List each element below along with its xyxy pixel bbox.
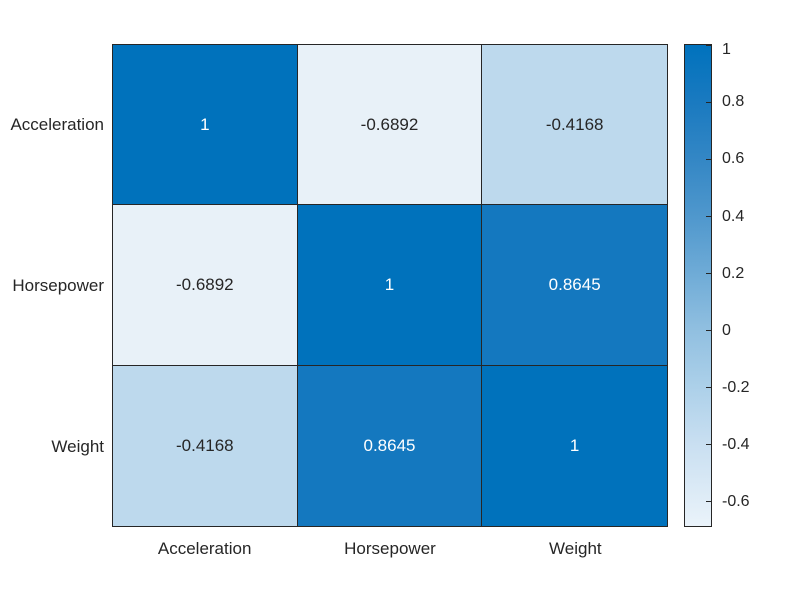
heatmap-cell: 1 xyxy=(482,365,667,526)
colorbar-tick xyxy=(706,387,711,388)
colorbar xyxy=(684,44,712,527)
x-axis-labels: Acceleration Horsepower Weight xyxy=(112,533,668,559)
heatmap-cell: -0.4168 xyxy=(113,365,298,526)
colorbar-tick xyxy=(706,159,711,160)
heatmap-plot-area: 1 -0.6892 -0.4168 -0.6892 1 0.8645 -0.4168 0.86… xyxy=(112,44,668,527)
heatmap-cell: 0.8645 xyxy=(482,205,667,366)
cell-value: 0.8645 xyxy=(363,435,416,455)
cell-value: -0.6892 xyxy=(175,274,234,294)
heatmap-cell: 0.8645 xyxy=(297,365,483,526)
y-axis-label: Weight xyxy=(51,436,104,456)
heatmap-cell: -0.4168 xyxy=(482,45,667,206)
cell-value: -0.6892 xyxy=(360,114,419,134)
colorbar-tick-label: 0 xyxy=(722,321,731,339)
cell-value: -0.4168 xyxy=(545,114,604,134)
colorbar-tick-label: 0.4 xyxy=(722,207,745,225)
heatmap-cell: 1 xyxy=(297,205,483,366)
colorbar-tick-label: -0.2 xyxy=(722,379,750,397)
y-axis-label: Horsepower xyxy=(12,275,104,295)
colorbar-tick-label: 0.2 xyxy=(722,264,745,282)
cell-value: 1 xyxy=(569,435,580,455)
colorbar-tick xyxy=(706,45,711,46)
x-axis-label: Weight xyxy=(549,539,602,558)
colorbar-tick-label: 0.6 xyxy=(722,150,745,168)
heatmap-cell: -0.6892 xyxy=(297,45,483,206)
colorbar-tick xyxy=(706,102,711,103)
cell-value: 0.8645 xyxy=(548,274,601,294)
colorbar-tick-label: 1 xyxy=(722,41,731,58)
colorbar-tick xyxy=(706,330,711,331)
x-axis-label: Acceleration xyxy=(157,539,252,558)
colorbar-tick-label: 0.8 xyxy=(722,93,745,111)
colorbar-tick xyxy=(706,501,711,502)
cell-value: -0.4168 xyxy=(175,435,234,455)
colorbar-tick xyxy=(706,273,711,274)
heatmap-cell: -0.6892 xyxy=(113,205,298,366)
cell-value: 1 xyxy=(384,274,395,294)
colorbar-tick-labels: 1 0.8 0.6 0.4 0.2 0 -0.2 -0.4 -0.6 xyxy=(722,41,782,527)
colorbar-tick-label: -0.4 xyxy=(722,436,750,454)
colorbar-tick xyxy=(706,216,711,217)
y-axis-label: Acceleration xyxy=(10,114,104,134)
colorbar-tick-label: -0.6 xyxy=(722,493,750,511)
y-axis-labels: Acceleration Horsepower Weight xyxy=(0,44,104,527)
heatmap-cell: 1 xyxy=(113,45,298,206)
x-axis-label: Horsepower xyxy=(344,539,436,558)
colorbar-tick xyxy=(706,444,711,445)
cell-value: 1 xyxy=(200,114,210,134)
